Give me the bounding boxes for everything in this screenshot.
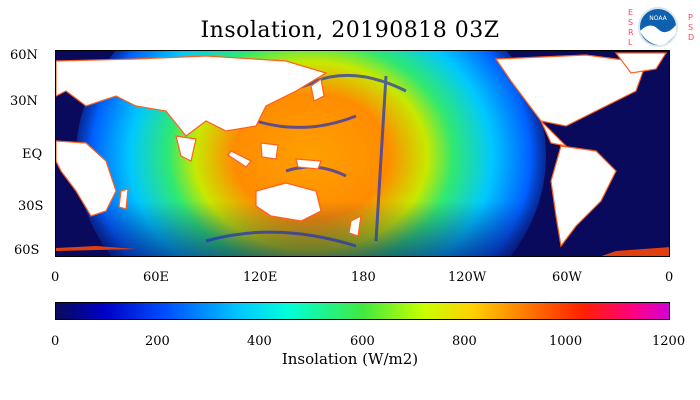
colorbar [55,302,670,320]
lon-label-0-east: 0 [665,270,674,285]
lon-label-180: 180 [351,270,376,285]
noaa-text: NOAA [649,15,667,22]
lon-label-60w: 60W [552,270,582,285]
lat-label-30n: 30N [10,94,38,109]
colorbar-tick-200: 200 [145,334,170,349]
lat-label-eq: EQ [22,147,43,162]
colorbar-tick-1000: 1000 [549,334,583,349]
esrl-psd-logo: E S R L P S D NOAA [620,3,700,48]
land-masses [56,52,669,256]
logo-letter: S [628,18,633,27]
north-america [494,54,647,127]
colorbar-tick-400: 400 [247,334,272,349]
africa [56,140,117,217]
logo-letter: R [628,28,634,37]
insolation-map [55,50,670,257]
australia [255,182,322,222]
borneo [260,142,279,160]
cloud-bands [205,73,407,248]
logo-letter: S [688,23,693,32]
south-america [550,145,617,248]
lat-label-30s: 30S [18,199,44,214]
map-title: Insolation, 20190818 03Z [200,18,500,43]
logo-letter: D [688,33,694,42]
colorbar-tick-800: 800 [452,334,477,349]
central-america [540,120,568,147]
lon-label-60e: 60E [143,270,170,285]
new-guinea [295,158,322,170]
eurasia [56,55,328,137]
colorbar-label: Insolation (W/m2) [281,350,419,368]
colorbar-tick-600: 600 [350,334,375,349]
lat-label-60s: 60S [14,243,40,258]
antarctica-edge [56,246,136,251]
lon-label-120w: 120W [448,270,487,285]
japan [310,77,325,102]
logo-letter: E [628,8,633,17]
greenland [614,52,668,74]
sumatra [227,150,252,168]
colorbar-tick-0: 0 [51,334,60,349]
colorbar-tick-1200: 1200 [652,334,686,349]
antarctica-edge-east [601,247,669,256]
india [175,135,197,162]
lat-label-60n: 60N [10,48,38,63]
logo-letter: P [688,13,693,22]
lon-label-0-west: 0 [51,270,60,285]
logo-letter: L [628,38,633,47]
lon-label-120e: 120E [243,270,278,285]
madagascar [118,188,129,210]
new-zealand [348,214,362,237]
